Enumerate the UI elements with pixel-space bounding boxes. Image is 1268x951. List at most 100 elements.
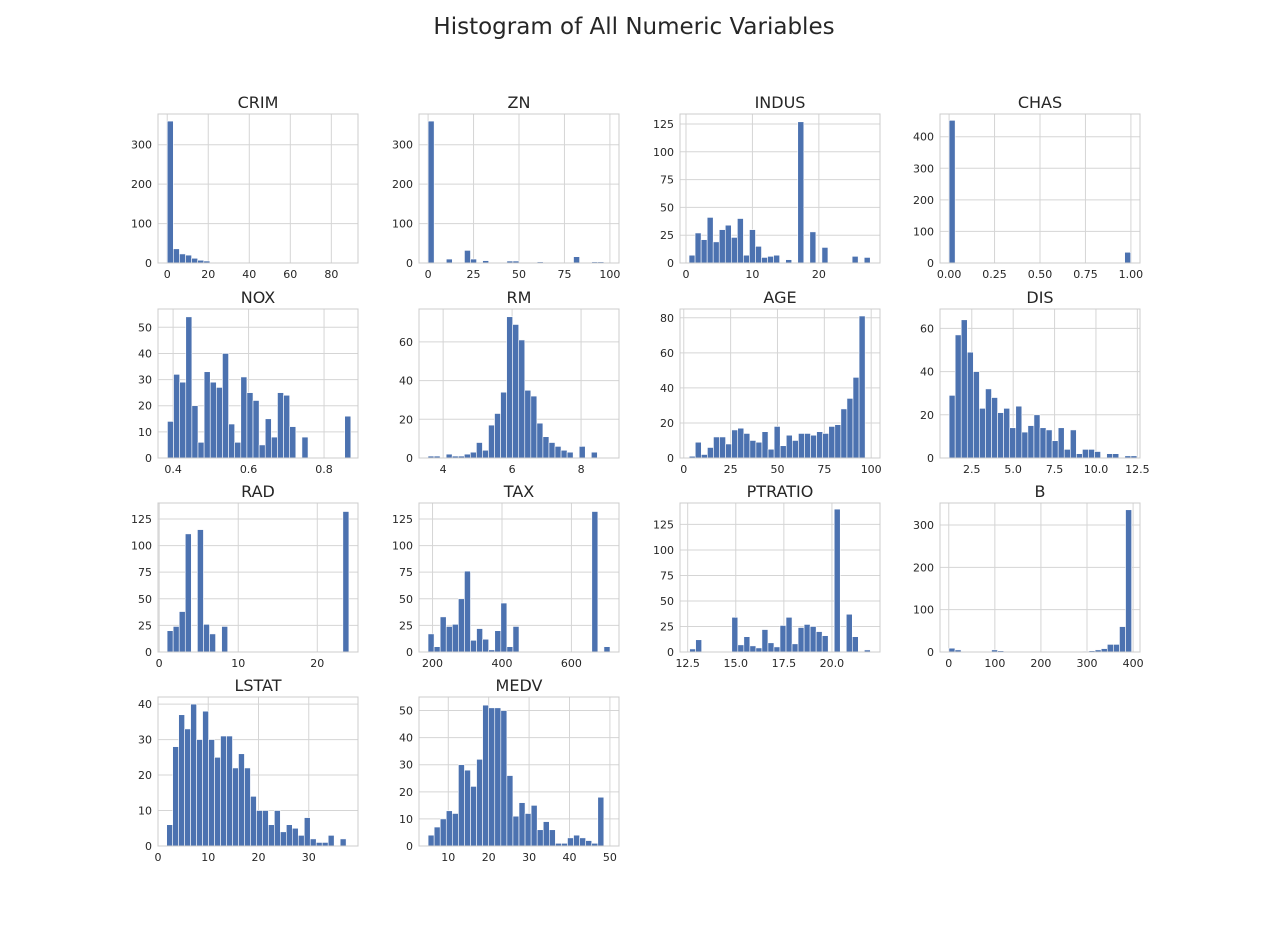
histogram-bar <box>573 256 580 264</box>
histogram-bar <box>591 511 599 653</box>
y-tick-label: 25 <box>399 619 413 632</box>
histogram-bar <box>190 703 197 847</box>
histogram-bar <box>755 246 762 264</box>
histogram-bar <box>773 646 781 653</box>
histogram-bar <box>500 710 508 847</box>
histogram-bar <box>810 434 817 459</box>
subplot-title: B <box>1035 482 1046 501</box>
histogram-bar <box>464 250 471 264</box>
histogram-bar <box>1039 427 1047 459</box>
subplot-title: NOX <box>241 288 276 307</box>
y-tick-label: 30 <box>138 374 152 387</box>
y-tick-label: 75 <box>660 174 674 187</box>
histogram-bar <box>476 442 483 459</box>
histogram-bar <box>476 759 483 847</box>
histogram-bar <box>222 353 229 459</box>
y-tick-label: 10 <box>138 805 152 818</box>
histogram-bar <box>554 446 562 459</box>
histogram-bar <box>458 598 465 653</box>
histogram-bar <box>303 817 311 847</box>
y-tick-label: 20 <box>399 413 413 426</box>
histogram-bar <box>309 838 317 847</box>
histogram-bar <box>494 707 502 847</box>
x-tick-label: 100 <box>861 463 882 476</box>
y-tick-label: 0 <box>406 452 413 465</box>
subplot-tax: 200 400 600 0 25 50 75 100 125 TAX <box>392 482 620 670</box>
x-tick-label: 75 <box>817 463 831 476</box>
histogram-bar <box>773 254 780 264</box>
histogram-bar <box>767 448 775 459</box>
histogram-bar <box>185 316 193 459</box>
histogram-bar <box>816 431 823 459</box>
x-tick-label: 0 <box>680 463 687 476</box>
histogram-bar <box>506 775 514 847</box>
y-tick-label: 75 <box>138 566 152 579</box>
histogram-bar <box>773 426 781 459</box>
y-tick-label: 50 <box>399 593 413 606</box>
histogram-bar <box>979 408 986 459</box>
histogram-bar <box>262 810 269 847</box>
histogram-bar <box>767 256 774 264</box>
histogram-bar <box>542 436 550 459</box>
histogram-bar <box>719 436 726 459</box>
subplot-b: 0 100 200 300 400 0 100 200 300 B <box>913 482 1144 670</box>
histogram-bar <box>445 453 453 459</box>
histogram-bar <box>1051 440 1059 459</box>
histogram-bar <box>1063 449 1071 459</box>
histogram-bar <box>518 339 526 459</box>
histogram-bar <box>482 704 489 847</box>
x-tick-label: 75 <box>557 268 571 281</box>
histogram-bar <box>761 629 769 653</box>
axes-frame <box>157 113 359 264</box>
histogram-bar <box>197 442 205 459</box>
figure-title: Histogram of All Numeric Variables <box>433 14 835 40</box>
x-tick-label: 15.0 <box>724 657 749 670</box>
x-tick-label: 10 <box>231 657 245 670</box>
x-tick-label: 0 <box>425 268 432 281</box>
x-tick-label: 50 <box>512 268 526 281</box>
histogram-bar <box>792 440 799 459</box>
histogram-bar <box>761 431 769 459</box>
y-tick-label: 0 <box>406 840 413 853</box>
histogram-bar <box>695 639 702 653</box>
histogram-bar <box>240 376 248 459</box>
histogram-bar <box>779 625 787 653</box>
histogram-bar <box>286 824 293 847</box>
x-tick-label: 40 <box>563 851 577 864</box>
histogram-bar <box>536 829 544 847</box>
histogram-bar <box>179 381 187 459</box>
subplot-title: LSTAT <box>234 676 281 695</box>
histogram-bar <box>321 842 329 847</box>
histogram-bar <box>803 624 811 653</box>
histogram-bar <box>209 381 217 459</box>
histogram-bar <box>798 433 805 459</box>
histogram-bar <box>452 813 459 847</box>
histogram-bar <box>966 351 974 459</box>
histogram-bar <box>834 424 842 459</box>
x-tick-label: 20.0 <box>820 657 845 670</box>
x-tick-label: 4 <box>440 463 447 476</box>
y-tick-label: 40 <box>399 375 413 388</box>
subplot-title: DIS <box>1026 288 1053 307</box>
x-tick-label: 5.0 <box>1004 463 1022 476</box>
histogram-bar <box>463 453 471 459</box>
y-tick-label: 0 <box>406 257 413 270</box>
y-tick-label: 300 <box>913 519 934 532</box>
y-tick-label: 30 <box>399 759 413 772</box>
histogram-bar <box>512 626 520 653</box>
x-tick-label: 12.5 <box>1125 463 1150 476</box>
histogram-bar <box>858 315 866 459</box>
histogram-bar <box>536 422 544 459</box>
x-tick-label: 600 <box>561 657 582 670</box>
subplot-zn: 0 25 50 75 100 0 100 200 300 ZN <box>392 93 620 281</box>
histogram-bar <box>1088 449 1095 459</box>
y-tick-label: 0 <box>667 257 674 270</box>
x-tick-label: 20 <box>310 657 324 670</box>
histogram-bar <box>228 423 235 459</box>
x-tick-label: 20 <box>201 268 215 281</box>
histogram-bar <box>470 786 477 847</box>
histogram-bar <box>707 447 714 459</box>
y-tick-label: 200 <box>913 194 934 207</box>
subplot-rm: 4 6 8 0 20 40 60 RM <box>399 288 620 476</box>
histogram-bar <box>530 805 538 847</box>
